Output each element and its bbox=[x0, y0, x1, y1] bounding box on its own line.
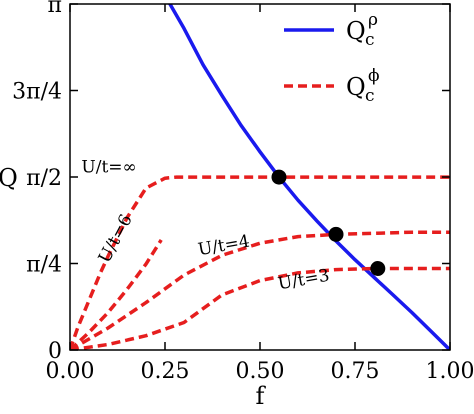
curve-annotation: U/t=∞ bbox=[81, 158, 136, 178]
series-line-rho bbox=[167, 4, 450, 350]
legend-superscript: ρ bbox=[368, 10, 378, 30]
series-line-phi bbox=[70, 238, 163, 350]
y-axis-title: Q bbox=[0, 164, 18, 192]
legend-subscript: c bbox=[365, 30, 375, 50]
x-tick-label: 0.75 bbox=[331, 359, 380, 384]
legend-subscript: c bbox=[365, 86, 375, 106]
curve-annotation: U/t=4 bbox=[197, 231, 252, 260]
y-tick-label: π bbox=[48, 0, 62, 18]
x-tick-label: 0.00 bbox=[46, 359, 95, 384]
series-line-phi bbox=[70, 230, 450, 350]
x-tick-label: 1.00 bbox=[426, 359, 474, 384]
plot-frame bbox=[69, 3, 451, 351]
curve-annotation: U/t=3 bbox=[276, 266, 331, 295]
legend-label-phi: Q bbox=[346, 73, 366, 101]
y-tick-label: 3π/4 bbox=[12, 79, 62, 104]
curve-annotation: U/t=6 bbox=[95, 211, 137, 266]
series-line-phi bbox=[70, 175, 450, 350]
intersection-point bbox=[271, 169, 287, 185]
legend-label-rho: Q bbox=[346, 17, 366, 45]
y-tick-label: π/2 bbox=[26, 166, 62, 191]
x-axis-title: f bbox=[256, 382, 267, 410]
intersection-point bbox=[370, 260, 386, 276]
y-tick-label: 0 bbox=[48, 339, 62, 364]
series-line-phi bbox=[70, 266, 450, 350]
legend-superscript: ϕ bbox=[368, 66, 380, 86]
x-tick-label: 0.50 bbox=[236, 359, 285, 384]
intersection-point bbox=[328, 226, 344, 242]
x-tick-label: 0.25 bbox=[141, 359, 190, 384]
y-tick-label: π/4 bbox=[26, 252, 62, 277]
